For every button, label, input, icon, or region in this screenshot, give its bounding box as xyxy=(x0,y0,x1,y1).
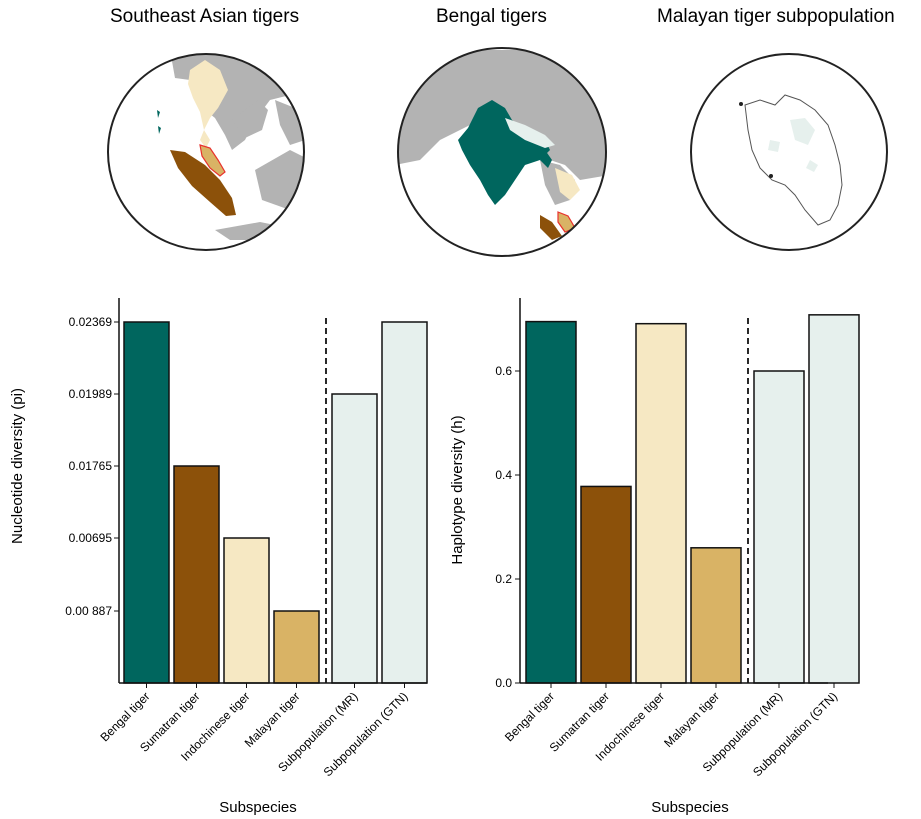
chart1-y-tick-label-3: 0.01765 xyxy=(69,459,113,473)
chart1-y-tick-label-1: 0.00 887 xyxy=(65,604,112,618)
chart1-y-axis-label: Nucleotide diversity (pi) xyxy=(9,388,26,544)
chart1-x-axis-label: Subspecies xyxy=(219,799,297,816)
chart1-bar-2 xyxy=(173,465,220,684)
map-title-malayan-subpopulation: Malayan tiger subpopulation xyxy=(657,6,895,27)
chart2-bar-5 xyxy=(753,370,805,684)
chart2-y-tick-label-4: 0.6 xyxy=(495,364,512,378)
chart1-bar-1 xyxy=(123,321,170,684)
chart2-bar-2 xyxy=(580,485,632,684)
chart2-bar-1 xyxy=(525,320,577,684)
chart1-y-tick-label-2: 0.00695 xyxy=(69,531,113,545)
chart1-y-tick-label-4: 0.01989 xyxy=(69,387,113,401)
chart2-x-tick-label-4: Malayan tiger xyxy=(661,689,722,750)
map-title-bengal: Bengal tigers xyxy=(436,6,547,27)
chart2-bar-4 xyxy=(690,547,742,684)
chart2-y-tick-label-3: 0.4 xyxy=(495,468,512,482)
chart1-bar-6 xyxy=(381,321,428,684)
chart2-bar-3 xyxy=(635,322,687,684)
chart2-bar-6 xyxy=(808,314,860,684)
chart1-x-tick-label-6: Subpopulation (GTN) xyxy=(321,689,411,779)
chart2-y-tick-label-1: 0.0 xyxy=(495,676,512,690)
chart2-y-tick-label-2: 0.2 xyxy=(495,572,512,586)
chart1-bar-5 xyxy=(331,393,378,684)
chart1-bar-4 xyxy=(273,610,320,684)
map-title-southeast-asia: Southeast Asian tigers xyxy=(110,6,300,27)
chart2-x-axis-label: Subspecies xyxy=(651,799,729,816)
chart2-y-axis-label: Haplotype diversity (h) xyxy=(449,415,466,564)
chart2-x-tick-label-1: Bengal tiger xyxy=(502,689,557,744)
chart1-x-tick-label-1: Bengal tiger xyxy=(97,689,152,744)
chart1-bar-3 xyxy=(223,537,270,684)
chart1-y-tick-label-5: 0.02369 xyxy=(69,315,113,329)
